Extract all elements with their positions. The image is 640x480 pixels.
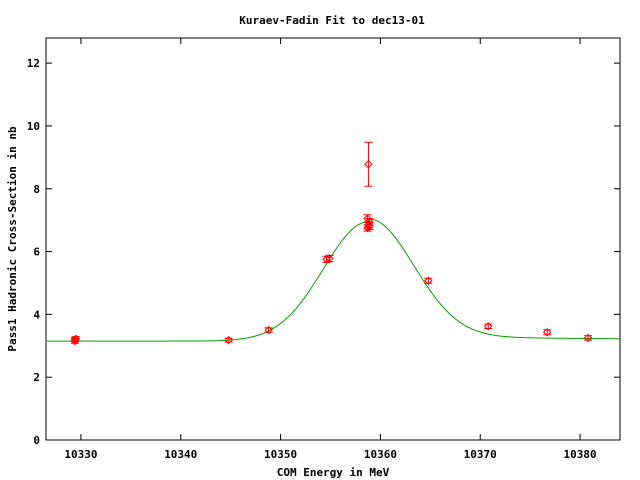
data-point <box>224 335 233 345</box>
data-points <box>70 141 593 346</box>
point-marker <box>224 335 233 345</box>
point-marker <box>71 334 81 344</box>
point-marker <box>264 325 273 335</box>
x-tick-label: 10330 <box>64 448 97 461</box>
x-axis-label: COM Energy in MeV <box>277 466 390 479</box>
x-tick-label: 10340 <box>164 448 197 461</box>
y-tick-label: 10 <box>27 120 40 133</box>
point-marker <box>322 255 331 264</box>
y-axis: 0 2 4 6 8 10 12 <box>27 57 620 447</box>
chart-title: Kuraev-Fadin Fit to dec13-01 <box>239 14 425 27</box>
y-tick-label: 12 <box>27 57 40 70</box>
point-marker <box>424 276 433 285</box>
y-tick-label: 2 <box>33 371 40 384</box>
plot-frame <box>45 37 621 441</box>
point-marker <box>364 160 373 169</box>
x-tick-label: 10370 <box>464 448 497 461</box>
x-tick-label: 10350 <box>264 448 297 461</box>
point-marker <box>325 254 334 263</box>
data-point <box>363 214 372 223</box>
y-axis-label: Pass1 Hadronic Cross-Section in nb <box>6 126 19 352</box>
data-point <box>484 322 493 331</box>
data-point <box>71 334 81 344</box>
point-marker <box>363 214 372 223</box>
data-point <box>264 325 273 335</box>
x-axis: 10330 10340 10350 10360 10370 10380 <box>64 38 597 461</box>
data-point <box>365 222 374 231</box>
y-tick-label: 4 <box>33 308 40 321</box>
point-marker <box>365 222 374 231</box>
point-marker <box>583 333 593 343</box>
data-point <box>424 276 433 285</box>
x-tick-label: 10380 <box>564 448 597 461</box>
y-tick-label: 8 <box>33 183 40 196</box>
x-tick-label: 10360 <box>364 448 397 461</box>
data-point <box>325 254 334 263</box>
data-point <box>583 333 593 343</box>
point-marker <box>484 322 493 331</box>
fit-curve <box>46 218 621 342</box>
data-point <box>364 141 373 187</box>
y-tick-label: 6 <box>33 246 40 259</box>
point-marker <box>542 328 552 337</box>
data-point <box>542 328 552 337</box>
y-tick-label: 0 <box>33 434 40 447</box>
